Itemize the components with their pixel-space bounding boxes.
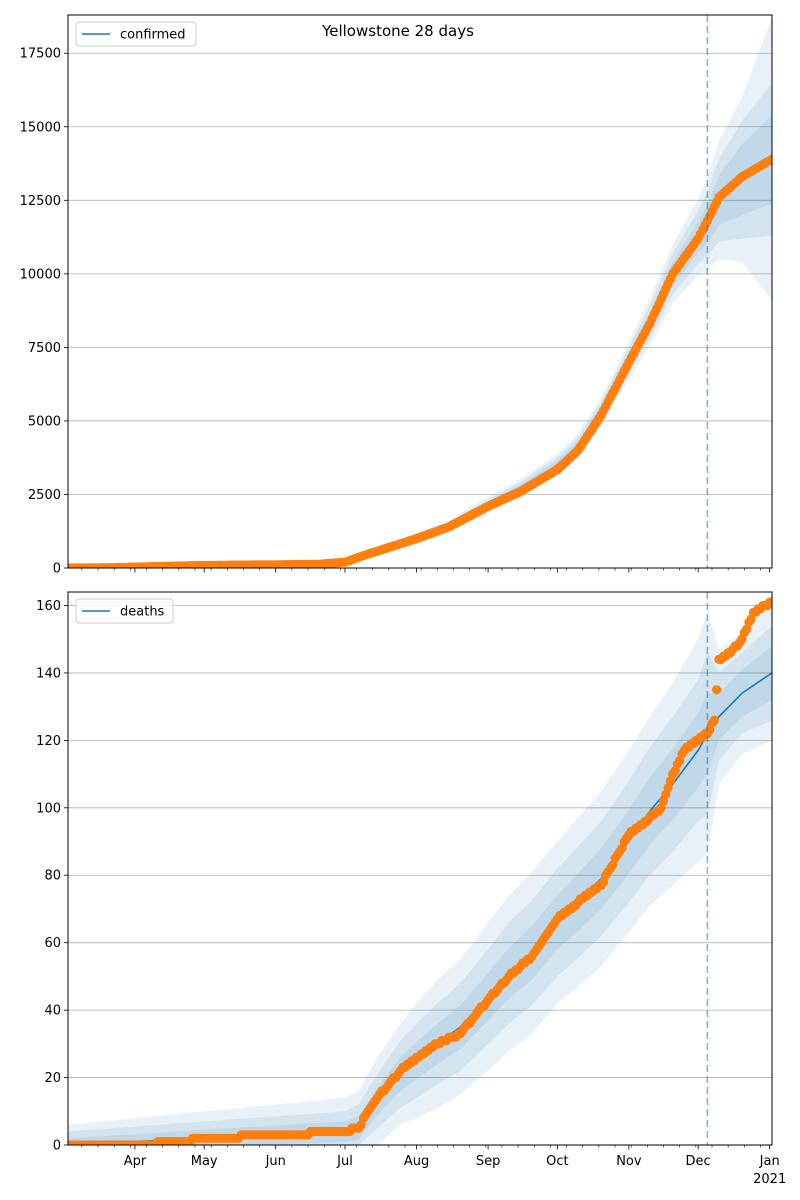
axes-frame (67, 14, 773, 569)
legend-box (75, 598, 174, 624)
y-tick-label: 40 (44, 1004, 61, 1019)
y-tick-label: 160 (36, 599, 61, 614)
uncertainty-band-3 (68, 646, 772, 1145)
y-tick-label: 140 (36, 666, 61, 681)
y-tick-label: 17500 (20, 47, 61, 62)
x-tick-label: Jul (336, 1154, 353, 1169)
y-tick-label: 10000 (20, 267, 61, 282)
figure-title: Yellowstone 28 days (321, 22, 474, 40)
observed-point (767, 154, 772, 164)
x-axis (81, 568, 771, 573)
plot-area (68, 17, 772, 568)
x-tick-sublabel: 2021 (753, 1172, 786, 1187)
y-tick-label: 20 (44, 1071, 61, 1086)
uncertainty-band-1 (68, 605, 772, 1145)
y-tick-label: 0 (53, 1139, 61, 1154)
y-tick-label: 15000 (20, 120, 61, 135)
x-tick-label: May (191, 1154, 218, 1169)
y-tick-label: 0 (53, 562, 61, 577)
observed-point (709, 715, 719, 725)
y-tick-label: 100 (36, 801, 61, 816)
x-tick-label: Sep (476, 1154, 501, 1169)
y-tick-label: 80 (44, 869, 61, 884)
y-tick-label: 12500 (20, 194, 61, 209)
legend-label: deaths (120, 605, 165, 620)
x-tick-label: Jun (265, 1154, 286, 1169)
x-tick-label: Jan (759, 1154, 780, 1169)
confirmed-panel: 0 2500 5000 7500 10000 12500 15000 17500 confirm… (20, 14, 773, 577)
y-tick-label: 5000 (28, 414, 61, 429)
y-tick-label: 7500 (28, 341, 61, 356)
legend-box (75, 21, 197, 47)
legend: deaths (75, 598, 174, 624)
x-tick-label: Nov (616, 1154, 642, 1169)
uncertainty-band-3 (68, 115, 772, 568)
legend: confirmed (75, 21, 197, 47)
x-tick-label: Dec (686, 1154, 711, 1169)
y-tick-label: 2500 (28, 488, 61, 503)
model-line (68, 158, 772, 568)
uncertainty-band-2 (68, 82, 772, 568)
x-tick-label: Aug (404, 1154, 429, 1169)
y-tick-label: 120 (36, 734, 61, 749)
x-tick-label: Apr (124, 1154, 147, 1169)
uncertainty-band-2 (68, 625, 772, 1145)
deaths-panel: 0 20 40 60 80 100 120 140 160 Apr May Jun Jul Aug Sep O… (36, 591, 786, 1187)
x-axis: Apr May Jun Jul Aug Sep Oct Nov Dec Jan 2021 (81, 1145, 786, 1187)
axes-frame (67, 591, 773, 1146)
y-tick-label: 60 (44, 936, 61, 951)
observed-point (767, 597, 772, 607)
x-tick-label: Oct (546, 1154, 568, 1169)
observed-points (68, 597, 772, 1145)
legend-label: confirmed (120, 28, 186, 43)
plot-area (68, 597, 772, 1145)
observed-points (68, 154, 772, 568)
observed-point (712, 685, 722, 695)
